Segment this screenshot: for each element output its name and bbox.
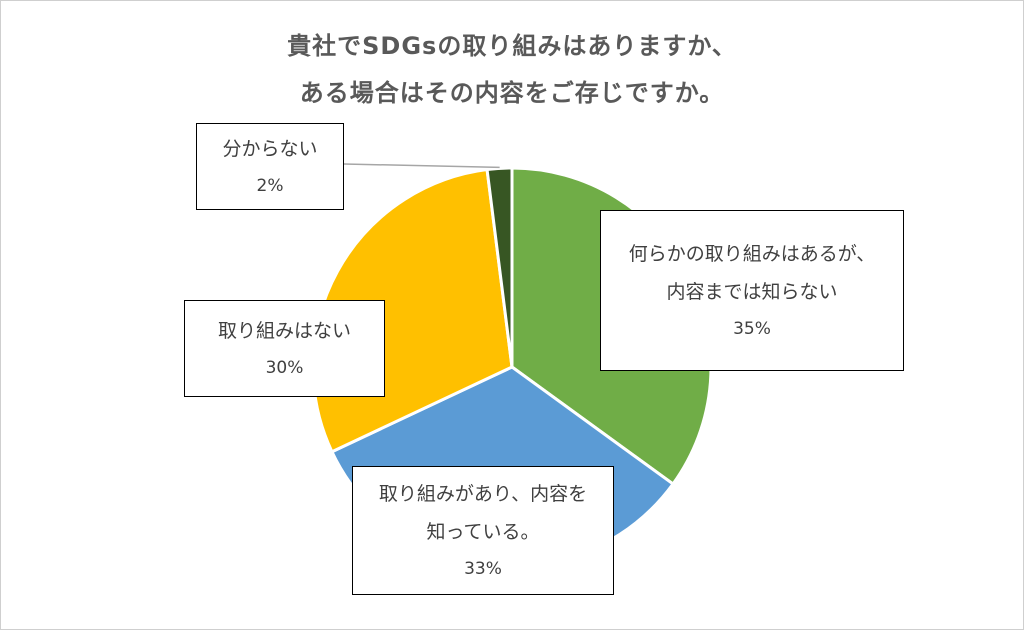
callout-label-line: 知っている。	[426, 520, 540, 543]
callout-dont-know: 分からない 2%	[196, 123, 344, 210]
callout-label-line: 取り組みはない	[217, 319, 351, 342]
callout-percentage: 35%	[733, 318, 771, 339]
callout-aware-no-details: 何らかの取り組みはあるが、 内容までは知らない 35%	[600, 210, 904, 371]
callout-percentage: 30%	[265, 357, 304, 378]
callout-label-line: 内容までは知らない	[666, 280, 838, 303]
callout-label-line: 分からない	[222, 137, 318, 160]
callout-label-line: 取り組みがあり、内容を	[378, 482, 588, 505]
leader-line-dont-know	[343, 163, 500, 169]
pie-slice-dont-know	[485, 166, 514, 369]
callout-percentage: 33%	[464, 558, 502, 579]
callout-label-line: 何らかの取り組みはあるが、	[628, 242, 876, 265]
callout-no-initiative: 取り組みはない 30%	[184, 300, 385, 397]
callout-aware-with-details: 取り組みがあり、内容を 知っている。 33%	[352, 466, 614, 595]
callout-percentage: 2%	[256, 175, 284, 196]
chart-title-line-1: 貴社でSDGsの取り組みはありますか、	[287, 32, 737, 60]
chart-title-line-2: ある場合はその内容をご存じですか。	[299, 79, 725, 107]
